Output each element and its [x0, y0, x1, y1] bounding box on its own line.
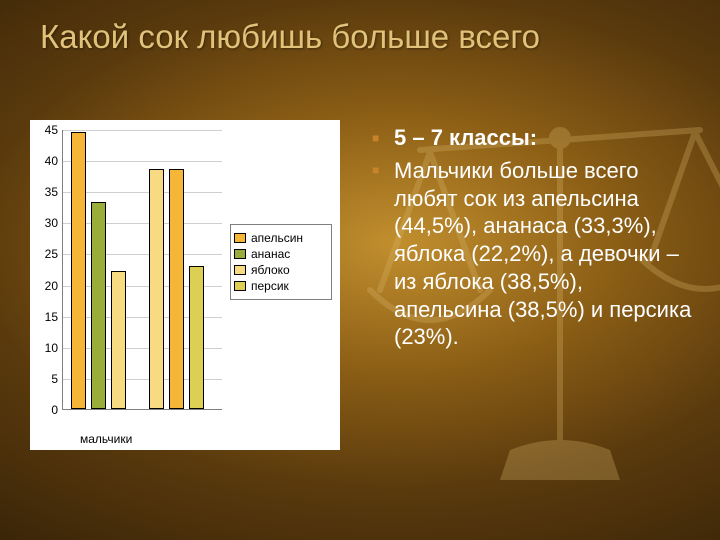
chart-bar — [91, 202, 106, 409]
legend-item: апельсин — [234, 231, 328, 245]
chart-ytick: 20 — [32, 279, 58, 293]
legend-swatch — [234, 281, 246, 291]
chart-ytick: 15 — [32, 310, 58, 324]
chart-bar — [169, 169, 184, 409]
legend-item: ананас — [234, 247, 328, 261]
chart-plot — [62, 130, 222, 410]
chart-ytick: 10 — [32, 341, 58, 355]
chart-gridline — [63, 254, 222, 255]
slide-title: Какой сок любишь больше всего — [40, 18, 700, 56]
chart-gridline — [63, 130, 222, 131]
legend-label: персик — [251, 279, 289, 293]
content-body: Мальчики больше всего любят сок из апель… — [394, 158, 691, 349]
chart-ytick: 25 — [32, 247, 58, 261]
legend-swatch — [234, 249, 246, 259]
chart-ytick: 0 — [32, 403, 58, 417]
chart-gridline — [63, 192, 222, 193]
juice-chart: 0 5 10 15 20 25 30 35 40 45 мальчики апельсин анан… — [30, 120, 340, 450]
chart-gridline — [63, 161, 222, 162]
legend-swatch — [234, 233, 246, 243]
chart-x-label: мальчики — [80, 432, 132, 446]
legend-label: апельсин — [251, 231, 303, 245]
chart-bar — [189, 266, 204, 409]
chart-ytick: 5 — [32, 372, 58, 386]
legend-item: яблоко — [234, 263, 328, 277]
content-heading: 5 – 7 классы: — [394, 125, 537, 150]
chart-ytick: 45 — [32, 123, 58, 137]
chart-bar — [149, 169, 164, 409]
legend-label: ананас — [251, 247, 290, 261]
chart-legend: апельсин ананас яблоко персик — [230, 224, 332, 300]
chart-bar — [71, 132, 86, 409]
legend-label: яблоко — [251, 263, 290, 277]
chart-ytick: 35 — [32, 185, 58, 199]
text-content: 5 – 7 классы: Мальчики больше всего любя… — [372, 125, 692, 357]
chart-bar — [111, 271, 126, 409]
chart-gridline — [63, 223, 222, 224]
chart-ytick: 40 — [32, 154, 58, 168]
legend-item: персик — [234, 279, 328, 293]
chart-ytick: 30 — [32, 216, 58, 230]
legend-swatch — [234, 265, 246, 275]
